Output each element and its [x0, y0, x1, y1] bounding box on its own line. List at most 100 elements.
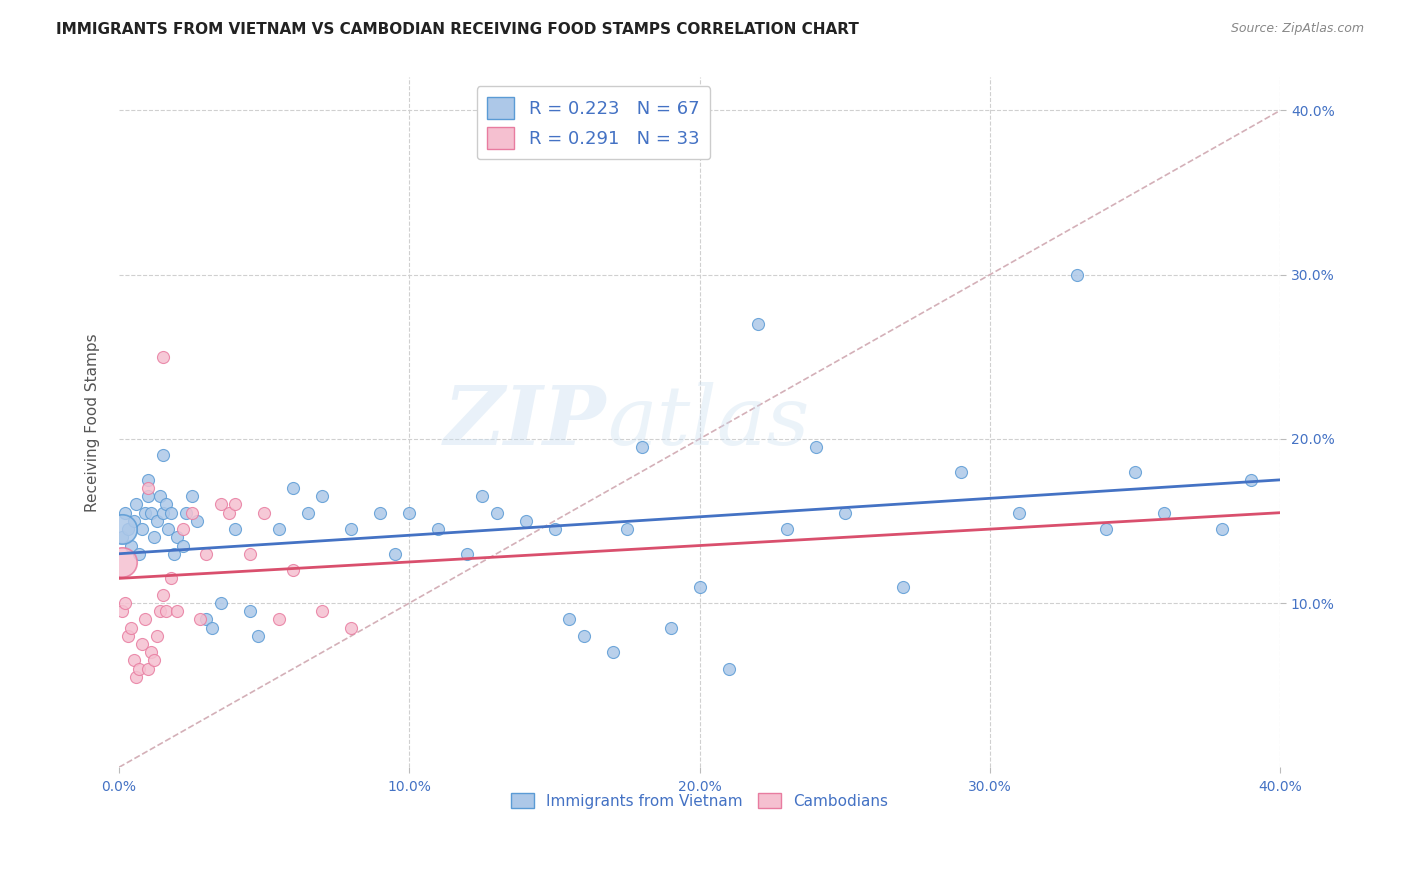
Text: Source: ZipAtlas.com: Source: ZipAtlas.com [1230, 22, 1364, 36]
Point [717, 662, 740, 676]
Text: IMMIGRANTS FROM VIETNAM VS CAMBODIAN RECEIVING FOOD STAMPS CORRELATION CHART: IMMIGRANTS FROM VIETNAM VS CAMBODIAN REC… [56, 22, 859, 37]
Point [247, 629, 270, 643]
Point [146, 514, 169, 528]
Point [152, 448, 174, 462]
Point [195, 612, 218, 626]
Point [166, 530, 188, 544]
Point [253, 506, 276, 520]
Point [485, 506, 508, 520]
Point [602, 645, 624, 659]
Point [515, 514, 537, 528]
Point [1211, 522, 1233, 536]
Point [747, 317, 769, 331]
Y-axis label: Receiving Food Stamps: Receiving Food Stamps [86, 333, 100, 512]
Point [157, 522, 180, 536]
Point [128, 547, 150, 561]
Point [142, 653, 165, 667]
Point [283, 563, 305, 577]
Point [340, 522, 363, 536]
Point [149, 604, 172, 618]
Point [218, 506, 240, 520]
Point [136, 662, 159, 676]
Point [152, 506, 174, 520]
Point [689, 580, 711, 594]
Point [122, 653, 145, 667]
Point [1240, 473, 1263, 487]
Point [616, 522, 638, 536]
Point [117, 522, 139, 536]
Point [131, 522, 153, 536]
Point [950, 465, 973, 479]
Point [122, 514, 145, 528]
Point [134, 506, 156, 520]
Point [136, 489, 159, 503]
Point [125, 670, 148, 684]
Point [834, 506, 856, 520]
Point [114, 506, 136, 520]
Point [776, 522, 799, 536]
Point [136, 481, 159, 495]
Point [172, 539, 194, 553]
Point [134, 612, 156, 626]
Text: ZIP: ZIP [444, 383, 607, 462]
Point [311, 489, 333, 503]
Point [188, 612, 211, 626]
Text: atlas: atlas [607, 383, 810, 462]
Point [201, 621, 224, 635]
Point [131, 637, 153, 651]
Point [340, 621, 363, 635]
Point [174, 506, 197, 520]
Point [139, 645, 162, 659]
Point [558, 612, 581, 626]
Point [117, 629, 139, 643]
Point [160, 506, 183, 520]
Point [186, 514, 208, 528]
Point [891, 580, 914, 594]
Point [471, 489, 494, 503]
Point [267, 522, 290, 536]
Point [239, 547, 262, 561]
Point [111, 604, 134, 618]
Point [543, 522, 565, 536]
Point [180, 506, 202, 520]
Point [1123, 465, 1146, 479]
Point [283, 481, 305, 495]
Point [120, 621, 142, 635]
Point [311, 604, 333, 618]
Point [146, 629, 169, 643]
Point [111, 522, 134, 536]
Point [804, 440, 827, 454]
Point [172, 522, 194, 536]
Point [456, 547, 478, 561]
Point [136, 473, 159, 487]
Point [195, 547, 218, 561]
Point [166, 604, 188, 618]
Point [111, 530, 134, 544]
Point [630, 440, 652, 454]
Point [224, 498, 246, 512]
Point [142, 530, 165, 544]
Point [209, 596, 232, 610]
Point [155, 604, 177, 618]
Point [160, 571, 183, 585]
Point [180, 489, 202, 503]
Point [139, 506, 162, 520]
Point [120, 539, 142, 553]
Point [155, 498, 177, 512]
Point [114, 596, 136, 610]
Point [384, 547, 406, 561]
Point [370, 506, 392, 520]
Point [152, 588, 174, 602]
Point [125, 498, 148, 512]
Point [149, 489, 172, 503]
Point [1095, 522, 1118, 536]
Point [1008, 506, 1031, 520]
Point [209, 498, 232, 512]
Point [128, 662, 150, 676]
Point [297, 506, 319, 520]
Point [398, 506, 420, 520]
Point [659, 621, 682, 635]
Point [267, 612, 290, 626]
Point [224, 522, 246, 536]
Point [111, 555, 134, 569]
